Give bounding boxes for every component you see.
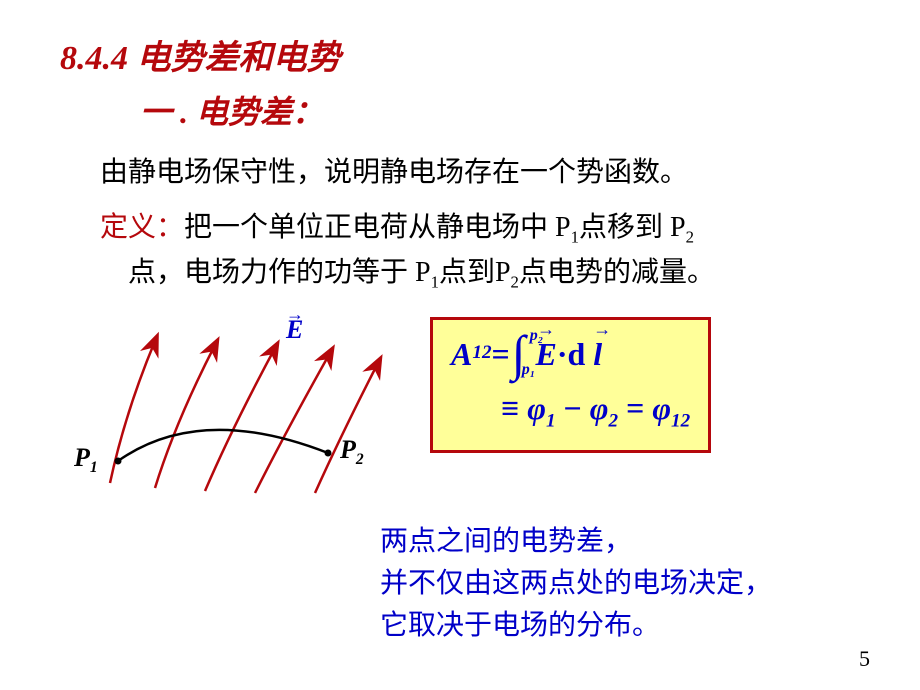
integral-sign: ∫ p₂ p₁	[512, 336, 526, 371]
def-text-5: 点电势的减量。	[519, 257, 715, 288]
p1-sub-b: 1	[431, 273, 439, 292]
def-text-4: 点到P	[439, 257, 511, 288]
p2-dot	[325, 449, 332, 456]
sub-title: 一 . 电势差：	[140, 87, 860, 133]
field-svg	[60, 313, 400, 503]
slide: 8.4.4 电势差和电势 一 . 电势差： 由静电场保守性，说明静电场存在一个势…	[0, 0, 920, 690]
note-line-1: 两点之间的电势差，	[380, 521, 860, 563]
p2-sub-b: 2	[511, 273, 519, 292]
note-text: 两点之间的电势差， 并不仅由这两点处的电场决定， 它取决于电场的分布。	[380, 521, 860, 647]
def-text-1: 把一个单位正电荷从静电场中 P	[184, 212, 571, 243]
p2-label: P2	[340, 435, 364, 469]
note-line-3: 它取决于电场的分布。	[380, 605, 860, 647]
p2-sub: 2	[686, 227, 694, 246]
note-line-2: 并不仅由这两点处的电场决定，	[380, 563, 860, 605]
p1-label: P1	[74, 443, 98, 477]
formula-box: A12 = ∫ p₂ p₁ →E · d →l ≡ φ1 − φ2 = φ12	[430, 317, 711, 453]
page-number: 5	[859, 646, 870, 672]
def-text-3: 点，电场力作的功等于 P	[128, 257, 431, 288]
definition-label: 定义：	[100, 212, 184, 243]
p1-sub: 1	[571, 227, 579, 246]
diagram-formula-row: →E P1 P2 A12 = ∫ p₂ p₁ →E · d	[60, 313, 860, 503]
p1-dot	[115, 457, 122, 464]
section-title: 8.4.4 电势差和电势	[60, 30, 860, 79]
formula-line-1: A12 = ∫ p₂ p₁ →E · d →l	[451, 330, 690, 378]
definition-block: 定义：把一个单位正电荷从静电场中 P1点移到 P2 点，电场力作的功等于 P1点…	[100, 206, 860, 297]
e-vector-label: →E	[286, 315, 303, 345]
def-text-2: 点移到 P	[579, 212, 686, 243]
intro-text: 由静电场保守性，说明静电场存在一个势函数。	[100, 151, 860, 196]
formula-line-2: ≡ φ1 − φ2 = φ12	[501, 384, 690, 436]
field-diagram: →E P1 P2	[60, 313, 400, 503]
